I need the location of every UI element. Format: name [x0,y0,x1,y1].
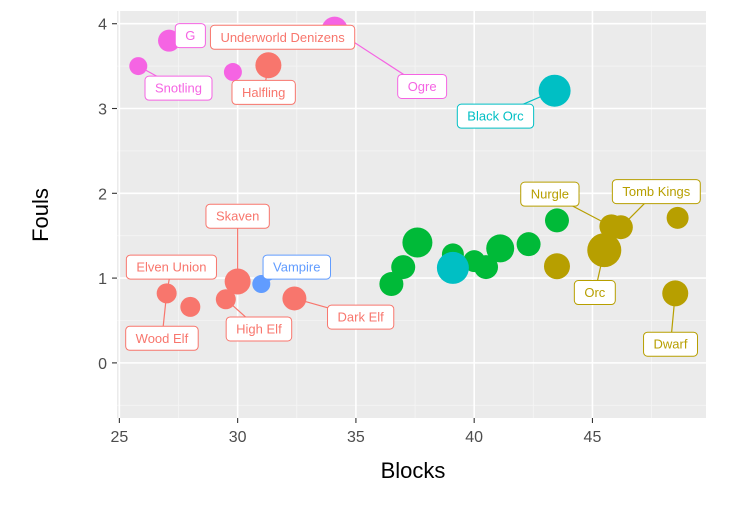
x-tick-label: 30 [229,429,247,446]
y-tick-label: 3 [98,102,107,119]
label-text: High Elf [236,321,282,336]
label-box [144,75,213,101]
data-point [224,268,251,295]
label-box [520,181,580,207]
x-tick-label: 45 [584,429,602,446]
label-text: Orc [584,285,605,300]
data-point [252,275,271,294]
y-tick-label: 0 [98,356,107,373]
point-label: High Elf [225,316,293,342]
data-point [544,208,569,233]
point-label: Dwarf [643,331,698,357]
x-tick-label: 35 [347,429,365,446]
point-label: Elven Union [125,254,217,280]
label-text: Tomb Kings [622,184,690,199]
point-label: Ogre [397,73,448,99]
data-point [402,227,433,258]
data-point [662,280,689,307]
data-point [666,206,689,229]
point-label: Orc [573,280,616,306]
data-point [158,29,181,52]
label-text: Vampire [273,260,320,275]
point-label: Underworld Denizens [209,24,356,50]
point-label: Halfling [231,79,296,105]
data-point [486,234,515,263]
y-tick-label: 1 [98,271,107,288]
label-box [397,73,448,99]
label-box [456,103,535,129]
data-point [391,255,416,280]
point-label: Vampire [262,254,332,280]
label-text: Skaven [216,209,259,224]
plot-panel [117,11,706,418]
point-label: Skaven [205,203,270,229]
data-point [538,74,571,107]
data-point [543,253,570,280]
label-box [643,331,698,357]
y-axis-title: Fouls [28,188,53,242]
x-tick-label: 40 [465,429,483,446]
label-box [125,254,217,280]
point-label: Dark Elf [327,304,395,330]
point-labels: Wood Elf Elven Union Skaven High Elf Dark El… [125,23,701,357]
data-point [587,233,622,268]
data-point [255,52,282,79]
label-text: Dark Elf [338,310,385,325]
data-point [608,215,633,240]
label-text: Elven Union [136,260,206,275]
data-point [223,63,242,82]
label-box [225,316,293,342]
label-box [327,304,395,330]
label-text: Dwarf [654,337,688,352]
label-box [125,325,199,351]
label-box [174,23,206,49]
label-box [262,254,332,280]
point-label: Nurgle [520,181,580,207]
x-tick-label: 25 [110,429,128,446]
data-point [156,283,177,304]
label-box [231,79,296,105]
point-label: Black Orc [456,103,535,129]
label-text: Ogre [408,79,437,94]
point-label: Snotling [144,75,213,101]
data-point [516,232,541,257]
label-text: Halfling [242,85,285,100]
data-point [379,272,404,297]
data-point [474,255,499,280]
label-text: Snotling [155,81,202,96]
point-label: Tomb Kings [611,179,701,205]
label-box [205,203,270,229]
label-text: Nurgle [531,187,569,202]
y-tick-label: 2 [98,186,107,203]
data-point [436,251,469,284]
data-point [180,296,201,317]
label-box [573,280,616,306]
point-label: Wood Elf [125,325,199,351]
label-box [611,179,701,205]
label-text: Wood Elf [136,331,189,346]
y-tick-label: 4 [98,17,107,34]
label-box [209,24,356,50]
data-point [215,289,236,310]
data-point [129,57,148,76]
label-text: G [185,28,195,43]
point-label: G [174,23,206,49]
data-point [282,286,307,311]
label-text: Underworld Denizens [220,30,345,45]
axes: 25 30 35 40 45 0 1 2 3 4 [98,17,601,446]
x-axis-title: Blocks [381,458,446,483]
label-text: Black Orc [467,109,524,124]
data-points [129,16,689,317]
